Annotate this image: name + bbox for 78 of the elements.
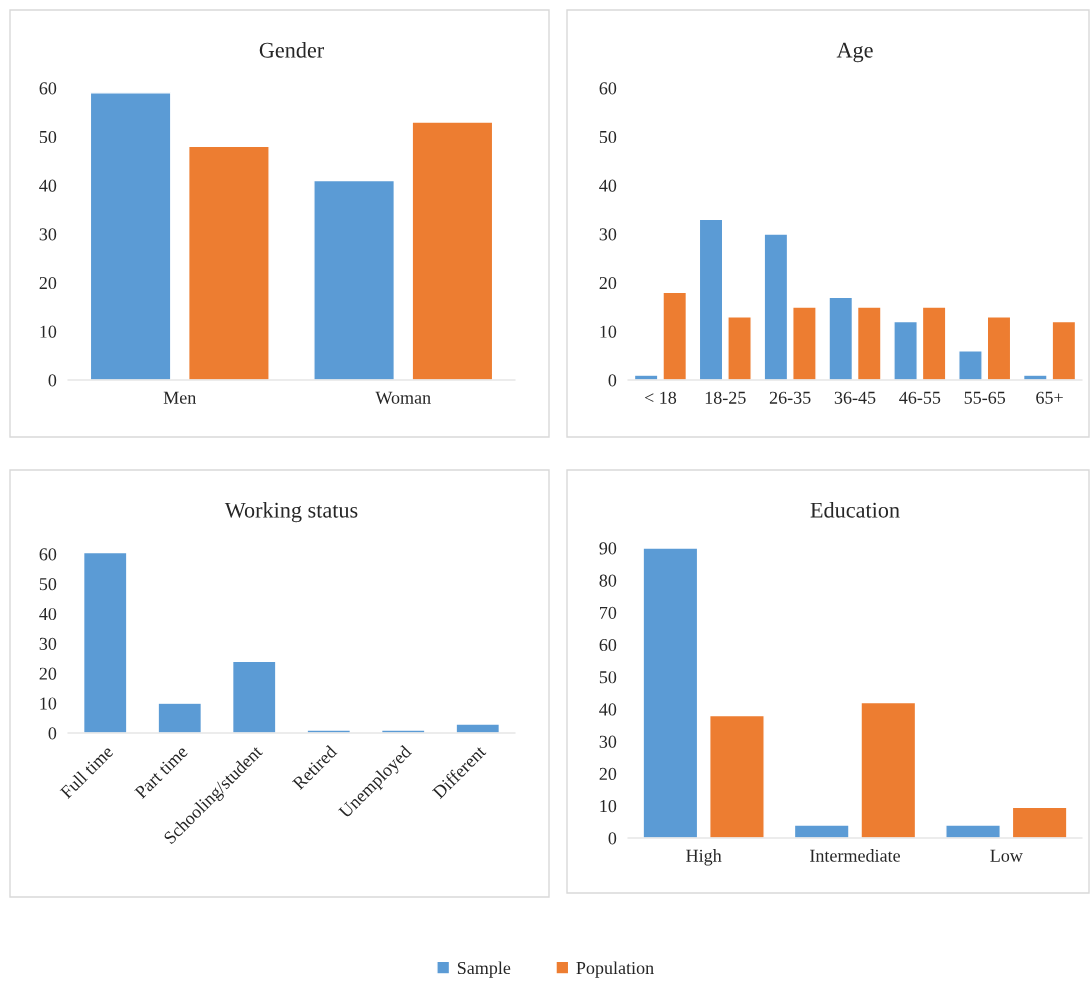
chart-title: Education [810,502,900,518]
bar [793,824,850,838]
y-tick-label: 30 [39,637,57,650]
bar [893,320,918,380]
bar [792,306,817,380]
y-tick-label: 40 [599,179,617,192]
bar [709,714,765,838]
bar [828,296,854,380]
bar [642,548,699,838]
y-tick-label: 0 [48,727,57,740]
bar [860,701,917,838]
bar [633,374,659,380]
chart-title: Gender [259,42,324,58]
x-tick-label: 36-45 [834,391,876,404]
bar [727,316,752,380]
bar [157,702,203,733]
bar [231,660,277,733]
x-tick-label: Men [163,391,197,404]
bar [856,306,882,380]
y-tick-label: 0 [608,374,617,387]
y-tick-label: 60 [39,82,57,95]
bar [313,179,396,380]
y-tick-label: 20 [599,276,617,290]
bar [82,551,128,733]
x-tick-label: High [686,849,722,866]
chart-title: Age [836,42,873,63]
bar [455,723,501,733]
x-tick-label: 65+ [1036,391,1063,404]
y-tick-label: 10 [600,800,617,813]
x-tick-label: 26-35 [769,391,811,404]
bar [945,824,1001,838]
y-tick-label: 10 [40,697,57,710]
y-tick-label: 60 [39,548,57,561]
y-tick-label: 40 [39,179,57,192]
x-tick-label: Full time [59,744,114,800]
y-tick-label: 20 [599,767,617,780]
bar [763,233,789,380]
x-tick-label: Intermediate [810,849,900,862]
bar [958,350,983,380]
y-tick-label: 80 [599,574,617,587]
y-tick-label: 40 [39,607,57,621]
y-tick-label: 70 [600,606,617,619]
y-tick-label: 10 [40,325,57,338]
x-tick-label: Woman [375,391,431,404]
y-tick-label: 10 [600,325,617,338]
legend-label: Sample [457,961,511,978]
y-tick-label: 20 [39,667,57,680]
bar [89,92,172,380]
y-tick-label: 0 [48,374,57,387]
bar [1011,806,1068,838]
bar [986,316,1012,380]
x-tick-label: 46-55 [899,391,941,404]
bar [1051,320,1077,380]
y-tick-label: 60 [599,82,617,95]
y-tick-label: 40 [599,703,617,716]
y-tick-label: 0 [608,832,617,845]
y-tick-label: 20 [39,276,57,290]
y-tick-label: 90 [599,542,617,555]
y-tick-label: 50 [39,130,57,144]
chart-title: Working status [224,502,358,523]
bar [921,306,947,380]
y-tick-label: 30 [599,228,617,241]
bar [187,145,270,380]
bar [662,291,688,380]
y-tick-label: 60 [599,638,617,652]
x-tick-label: Low [990,849,1023,862]
x-tick-label: 18-25 [705,391,746,404]
y-tick-label: 30 [39,228,57,241]
y-tick-label: 50 [599,130,617,144]
bar [411,121,494,380]
y-tick-label: 30 [599,735,617,748]
x-tick-label: < 18 [644,391,677,404]
x-tick-label: 55-65 [964,391,1006,404]
bar [1022,374,1048,380]
legend-label: Population [576,961,654,978]
bar [698,218,724,380]
y-tick-label: 50 [599,671,617,684]
y-tick-label: 50 [39,578,57,591]
